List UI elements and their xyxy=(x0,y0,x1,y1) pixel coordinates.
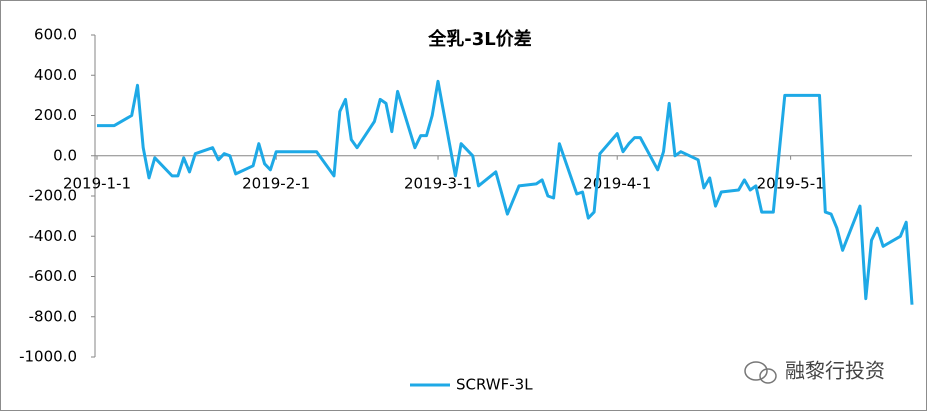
watermark: 融黎行投资 xyxy=(785,359,885,383)
x-tick-label: 2019-1-1 xyxy=(63,174,131,192)
y-tick-label: 200.0 xyxy=(34,106,77,124)
y-tick-label: 400.0 xyxy=(34,66,77,84)
y-tick-label: -1000.0 xyxy=(19,348,77,366)
y-tick-label: -400.0 xyxy=(29,227,77,245)
x-tick-label: 2019-2-1 xyxy=(242,174,310,192)
y-tick-label: -800.0 xyxy=(29,307,77,325)
watermark-icon xyxy=(744,361,777,384)
line-series xyxy=(97,79,914,305)
chart-title: 全乳-3L价差 xyxy=(427,28,531,50)
y-tick-label: -200.0 xyxy=(29,187,77,205)
x-tick-label: 2019-3-1 xyxy=(404,174,472,192)
y-tick-label: 0.0 xyxy=(53,146,77,164)
x-tick-label: 2019-4-1 xyxy=(583,174,651,192)
legend-label: SCRWF-3L xyxy=(456,376,533,394)
x-tick-label: 2019-5-1 xyxy=(757,174,825,192)
y-tick-label: 600.0 xyxy=(34,26,77,44)
y-tick-label: -600.0 xyxy=(29,267,77,285)
